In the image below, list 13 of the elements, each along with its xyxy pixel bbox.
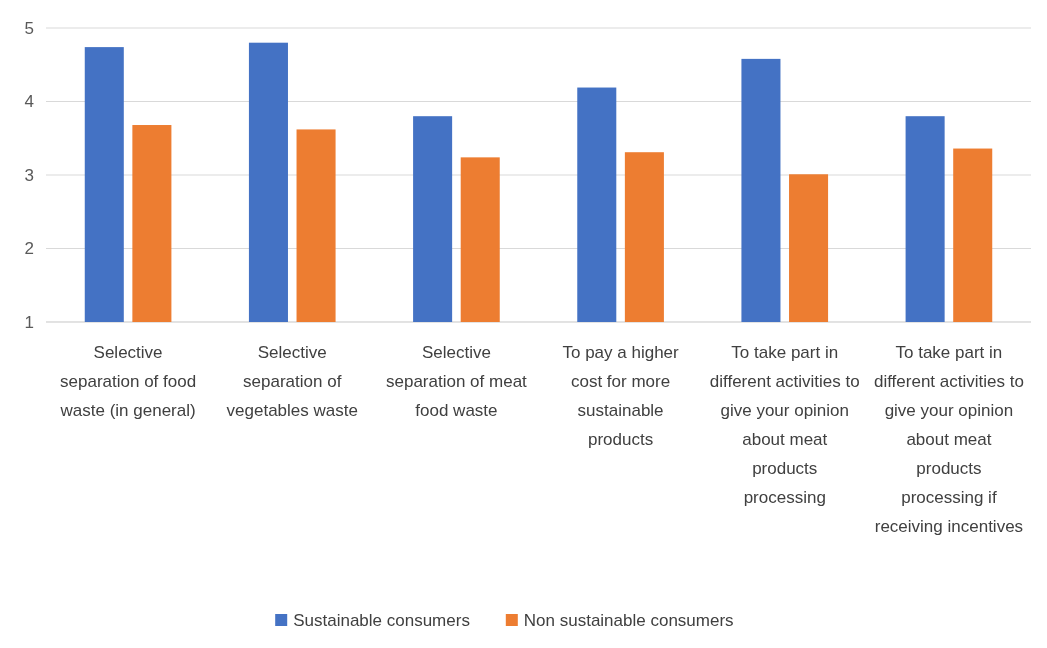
x-tick-label: To take part in different activities to give your opinion about meat products processing xyxy=(709,343,860,507)
y-tick-label: 2 xyxy=(24,239,34,259)
x-tick-label: Selective separation of meat food waste xyxy=(386,343,528,420)
x-tick-label: Selective separation of food waste (in general) xyxy=(59,343,197,420)
x-tick-label: Selective separation of vegetables waste xyxy=(226,343,358,420)
y-tick-label: 3 xyxy=(24,165,34,185)
x-tick-label: To take part in different activities to give your opinion about meat products processing if receiving incentives xyxy=(873,343,1024,536)
legend-label: Sustainable consumers xyxy=(293,610,470,630)
y-tick-label: 4 xyxy=(24,92,34,112)
legend-label: Non sustainable consumers xyxy=(523,610,734,630)
y-tick-label: 1 xyxy=(24,312,34,332)
y-tick-label: 5 xyxy=(24,18,34,38)
x-tick-label: To pay a higher cost for more sustainable products xyxy=(562,343,680,449)
